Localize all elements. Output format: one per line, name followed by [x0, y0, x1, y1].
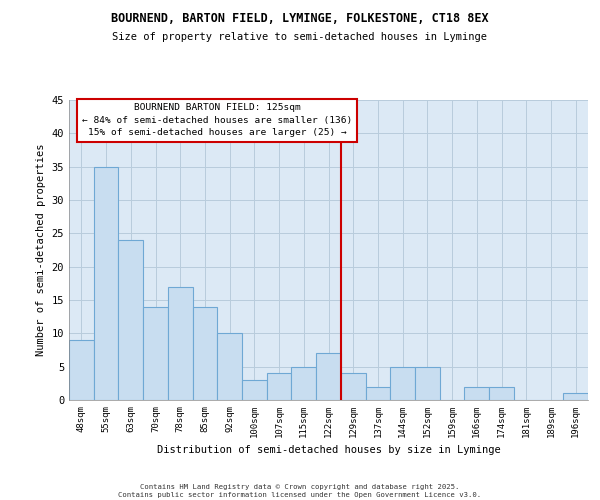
- Bar: [193, 306, 217, 400]
- Bar: [316, 354, 341, 400]
- Bar: [69, 340, 94, 400]
- Bar: [292, 366, 316, 400]
- Bar: [415, 366, 440, 400]
- Bar: [217, 334, 242, 400]
- Text: BOURNEND, BARTON FIELD, LYMINGE, FOLKESTONE, CT18 8EX: BOURNEND, BARTON FIELD, LYMINGE, FOLKEST…: [111, 12, 489, 26]
- Bar: [143, 306, 168, 400]
- Bar: [94, 166, 118, 400]
- Text: Contains HM Land Registry data © Crown copyright and database right 2025.
Contai: Contains HM Land Registry data © Crown c…: [118, 484, 482, 498]
- Bar: [341, 374, 365, 400]
- Bar: [464, 386, 489, 400]
- Bar: [489, 386, 514, 400]
- Bar: [563, 394, 588, 400]
- Text: BOURNEND BARTON FIELD: 125sqm
← 84% of semi-detached houses are smaller (136)
15: BOURNEND BARTON FIELD: 125sqm ← 84% of s…: [82, 104, 352, 138]
- X-axis label: Distribution of semi-detached houses by size in Lyminge: Distribution of semi-detached houses by …: [157, 446, 500, 456]
- Bar: [365, 386, 390, 400]
- Bar: [390, 366, 415, 400]
- Bar: [118, 240, 143, 400]
- Y-axis label: Number of semi-detached properties: Number of semi-detached properties: [36, 144, 46, 356]
- Bar: [168, 286, 193, 400]
- Bar: [242, 380, 267, 400]
- Text: Size of property relative to semi-detached houses in Lyminge: Size of property relative to semi-detach…: [113, 32, 487, 42]
- Bar: [267, 374, 292, 400]
